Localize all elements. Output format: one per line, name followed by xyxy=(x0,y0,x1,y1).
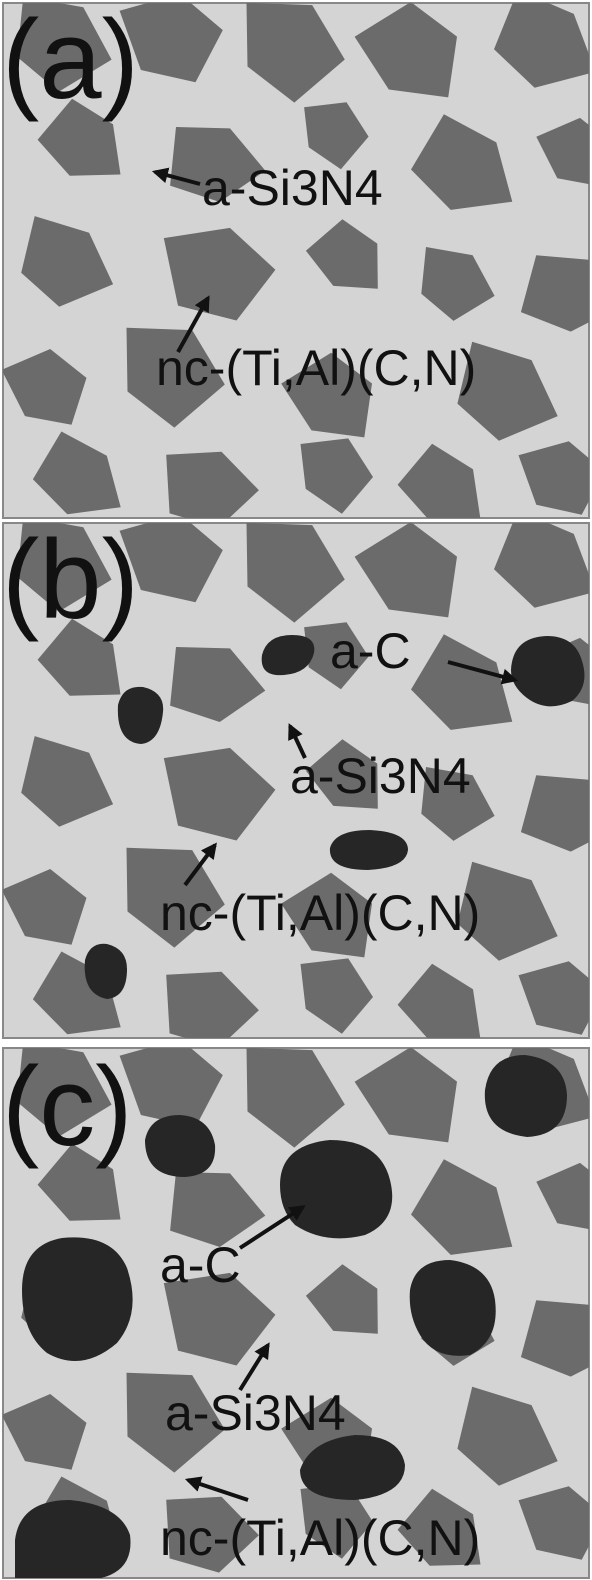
annotation: nc-(Ti,Al)(C,N) xyxy=(156,340,476,396)
annotation: nc-(Ti,Al)(C,N) xyxy=(160,885,480,941)
annotation: a-Si3N4 xyxy=(290,748,471,804)
annotation: a-C xyxy=(160,1237,241,1293)
annotation: nc-(Ti,Al)(C,N) xyxy=(160,1510,480,1566)
panel-label: (c) xyxy=(2,1044,133,1169)
carbon-cluster xyxy=(485,1055,567,1137)
panel-a: (a) a-Si3N4 nc-(Ti,Al)(C,N) xyxy=(2,0,592,528)
carbon-cluster xyxy=(280,1140,392,1238)
carbon-cluster xyxy=(330,830,408,870)
carbon-cluster xyxy=(22,1237,133,1361)
annotation: a-Si3N4 xyxy=(165,1385,346,1441)
annotation: a-C xyxy=(330,623,411,679)
panel-b: (b) a-C a-Si3N4 nc-(Ti,Al)(C,N) xyxy=(2,510,592,1048)
diagram: (a) a-Si3N4 nc-(Ti,Al)(C,N) (b) a-C a-Si… xyxy=(0,0,592,1580)
panel-c: (c) a-C a-Si3N4 nc-(Ti,Al)(C,N) xyxy=(2,1035,592,1580)
annotation: a-Si3N4 xyxy=(202,160,383,216)
panel-label: (b) xyxy=(2,517,139,642)
panel-label: (a) xyxy=(2,0,139,122)
carbon-cluster xyxy=(145,1115,215,1177)
